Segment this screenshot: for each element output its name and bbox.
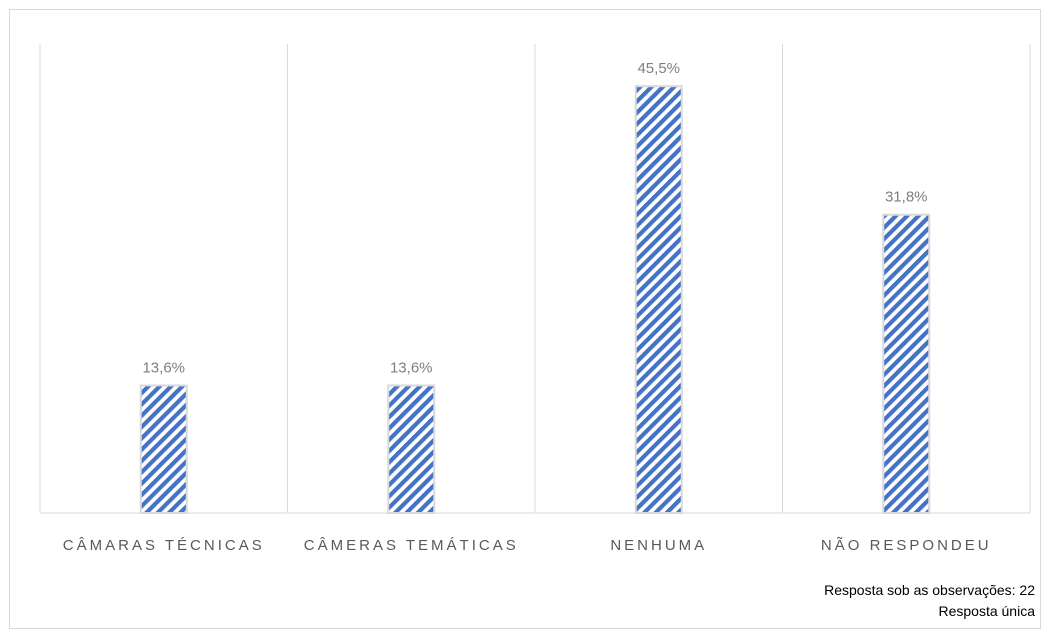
category-label: NENHUMA xyxy=(610,537,707,554)
observations-note: Resposta sob as observações: 22 xyxy=(824,582,1035,598)
data-label: 13,6% xyxy=(390,359,433,376)
category-label: CÂMERAS TEMÁTICAS xyxy=(304,537,519,554)
category-label: NÃO RESPONDEU xyxy=(821,537,992,554)
response-type-note: Resposta única xyxy=(938,603,1035,619)
bar xyxy=(139,384,188,515)
category-label: CÂMARAS TÉCNICAS xyxy=(63,537,265,554)
data-label: 13,6% xyxy=(142,359,185,376)
bar xyxy=(387,384,436,515)
bar xyxy=(634,85,683,515)
grid-layer xyxy=(39,44,1031,514)
data-label: 31,8% xyxy=(885,189,928,206)
data-label: 45,5% xyxy=(637,60,680,77)
chart-frame xyxy=(9,9,1041,629)
bar-layer xyxy=(139,85,931,515)
label-layer: 13,6% CÂMARAS TÉCNICAS 13,6% CÂMERAS TEMÁTI… xyxy=(63,60,992,554)
bar xyxy=(882,213,931,514)
